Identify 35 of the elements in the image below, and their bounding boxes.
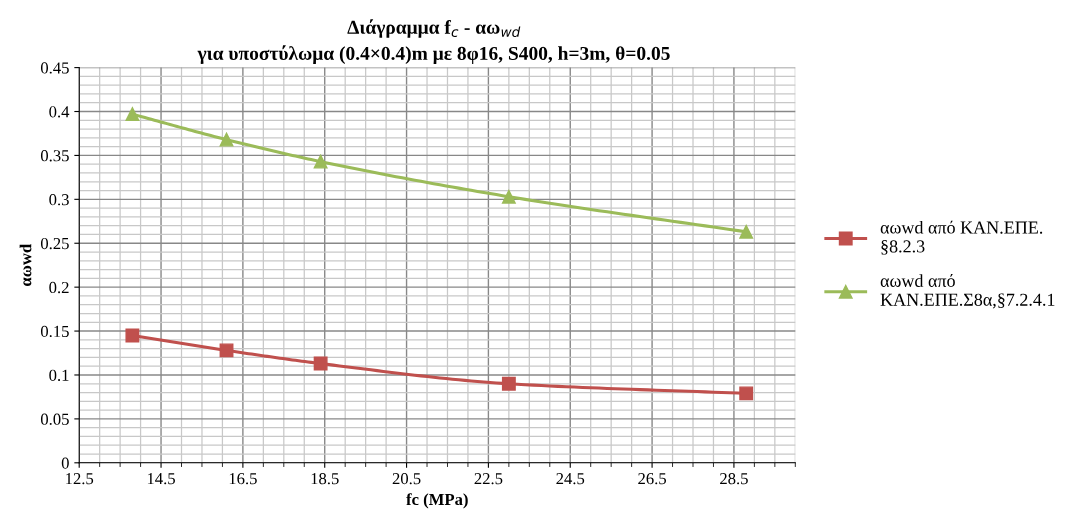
x-tick-label: 12.5 [66,473,94,485]
y-tick-label: 0.45 [40,62,69,74]
x-tick-label: 28.5 [720,473,748,485]
point [125,107,140,122]
y-tick-label: 0.05 [40,413,69,425]
y-tick-label: 0.35 [40,150,69,162]
y-tick-label: 0.15 [40,325,69,338]
y-tick-label: 0.3 [49,194,69,206]
x-tick-label: 22.5 [474,473,503,485]
y-tick-label: 0.1 [49,369,69,381]
x-tick-label: 16.5 [229,473,257,485]
point [313,356,328,371]
x-tick-label: 26.5 [638,473,667,485]
chart-title: Διάγραμμα f$_{c}$ - αω$_{wd}$ [347,19,521,38]
x-tick-label: 14.5 [147,473,175,485]
legend-label: αωwd από ΚΑΝ.ΕΠΕ. §8.2.3 [880,220,1043,255]
y-tick-label: 0 [61,457,69,469]
point [219,343,234,358]
x-tick-label: 20.5 [392,473,421,485]
point [219,132,234,147]
y-tick-label: 0.2 [49,281,69,294]
chart-subtitle: για υποστύλωμα (0.4×0.4)m με 8φ16, S400, h=3m, θ=0.05 [197,45,670,64]
y-tick-label: 0.25 [40,237,69,250]
y-tick-label: 0.4 [49,106,70,118]
point [313,154,328,169]
x-tick-label: 18.5 [311,473,339,485]
point [739,386,754,401]
point [501,376,516,391]
legend-label: αωwd από ΚΑΝ.ΕΠΕ.Σ8α,§7.2.4.1 [880,274,1055,309]
x-tick-label: 24.5 [556,473,585,485]
y-axis-title: αωwd [19,243,32,286]
point [501,189,516,204]
point [739,224,754,239]
x-axis-title: fc (MPa) [406,493,468,509]
point [125,328,140,343]
